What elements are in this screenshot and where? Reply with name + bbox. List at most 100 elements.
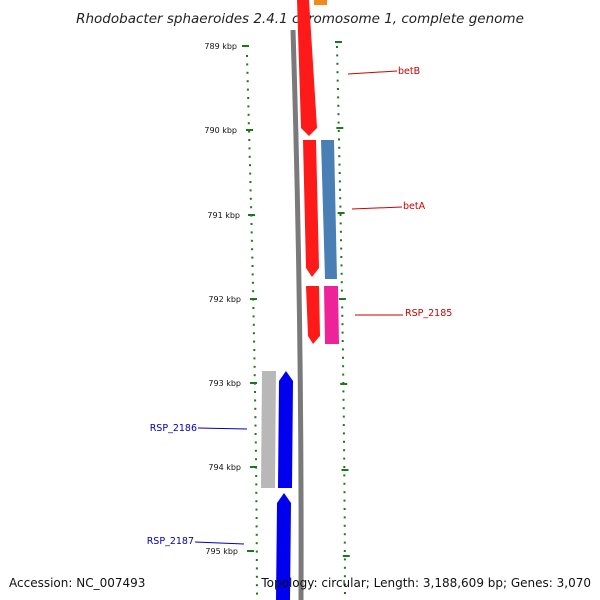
left-minor-tick (246, 80, 249, 83)
right-minor-tick (340, 281, 343, 284)
left-minor-tick (252, 307, 255, 309)
right-minor-tick (342, 432, 345, 435)
right-minor-tick (338, 138, 340, 141)
right-minor-tick (337, 130, 340, 132)
tick-label-791: 791 kbp (207, 211, 240, 220)
left-minor-tick (256, 592, 258, 595)
right-minor-tick (338, 172, 341, 174)
gene-betB[interactable] (297, 0, 317, 136)
left-minor-tick (248, 155, 251, 158)
right-minor-tick (341, 306, 344, 309)
major-tick-795 (247, 550, 254, 552)
left-minor-tick (255, 491, 258, 494)
left-minor-tick (255, 500, 258, 503)
right-minor-tick (342, 356, 344, 359)
right-minor-tick (336, 46, 338, 48)
right-minor-tick (343, 541, 346, 544)
right-minor-tick (341, 323, 344, 326)
left-minor-tick (251, 265, 254, 267)
left-minor-tick (255, 575, 258, 578)
right-minor-tick (339, 230, 342, 233)
left-minor-tick (253, 365, 256, 368)
label-RSP_2187[interactable]: RSP_2187 (147, 536, 194, 547)
accession-text: Accession: NC_007493 (9, 576, 145, 590)
right-major-tick (336, 127, 344, 129)
tick-label-795: 795 kbp (205, 547, 238, 556)
major-tick-793 (250, 382, 257, 384)
left-minor-tick (254, 407, 257, 410)
right-minor-tick (338, 146, 341, 149)
tick-label-792: 792 kbp (208, 295, 241, 304)
right-minor-tick (343, 499, 346, 502)
right-minor-tick (336, 88, 339, 90)
chromosome-backbone (290, 29, 304, 600)
gene-RSP_2185[interactable] (306, 286, 320, 344)
left-minor-tick (255, 458, 257, 461)
ruler-right (335, 41, 350, 594)
right-minor-tick (343, 466, 346, 468)
gene-orange-top[interactable] (314, 0, 327, 5)
major-tick-789 (242, 45, 249, 47)
label-RSP_2185[interactable]: RSP_2185 (405, 308, 452, 319)
right-major-tick (340, 383, 348, 385)
left-minor-tick (251, 273, 254, 276)
right-minor-tick (342, 398, 345, 401)
left-minor-tick (254, 433, 257, 435)
left-minor-tick (249, 172, 252, 175)
left-minor-tick (250, 223, 253, 225)
left-minor-tick (249, 181, 252, 183)
ruler-left (246, 55, 258, 595)
left-minor-tick (252, 290, 255, 293)
right-minor-tick (343, 575, 346, 578)
right-minor-tick (337, 96, 340, 99)
left-minor-tick (255, 584, 258, 587)
right-minor-tick (344, 583, 346, 586)
right-minor-tick (336, 79, 339, 82)
left-minor-tick (250, 231, 253, 234)
left-minor-tick (246, 71, 249, 74)
right-minor-tick (336, 62, 339, 65)
gene-betA-partner[interactable] (321, 140, 337, 279)
right-minor-tick (338, 180, 341, 183)
right-minor-tick (341, 348, 344, 351)
right-major-tick (337, 212, 345, 214)
right-minor-tick (342, 390, 345, 393)
right-minor-tick (340, 289, 343, 292)
left-minor-tick (249, 197, 252, 200)
gene-RSP_2185-partner[interactable] (324, 286, 339, 344)
left-minor-tick (254, 424, 257, 427)
left-minor-tick (255, 567, 258, 570)
left-minor-tick (247, 113, 250, 116)
right-minor-tick (343, 533, 346, 536)
right-minor-tick (337, 121, 340, 124)
left-minor-tick (255, 508, 258, 511)
tick-label-794: 794 kbp (208, 463, 241, 472)
gene-RSP_2186[interactable] (278, 371, 293, 488)
gene-betA[interactable] (303, 140, 319, 277)
left-minor-tick (252, 332, 255, 335)
left-minor-tick (246, 88, 249, 91)
right-minor-tick (339, 205, 342, 208)
label-RSP_2186[interactable]: RSP_2186 (150, 423, 197, 434)
right-minor-tick (337, 104, 340, 107)
left-minor-tick (254, 416, 257, 419)
right-minor-tick (343, 524, 346, 527)
right-minor-tick (341, 331, 344, 334)
right-minor-tick (342, 373, 345, 376)
label-betB[interactable]: betB (398, 66, 420, 77)
left-minor-tick (255, 517, 258, 519)
left-minor-tick (248, 130, 251, 133)
left-minor-tick (255, 559, 258, 561)
right-minor-tick (339, 188, 341, 191)
left-minor-tick (249, 189, 252, 192)
gene-RSP_2186-partner[interactable] (261, 371, 276, 488)
left-minor-tick (255, 525, 258, 528)
left-minor-tick (252, 323, 255, 326)
major-tick-792 (250, 298, 257, 300)
left-minor-tick (253, 357, 256, 360)
label-betA[interactable]: betA (403, 201, 426, 212)
gene-RSP_2187[interactable] (276, 493, 291, 600)
left-minor-tick (247, 122, 250, 125)
right-minor-tick (341, 314, 344, 317)
left-minor-tick (254, 391, 256, 393)
